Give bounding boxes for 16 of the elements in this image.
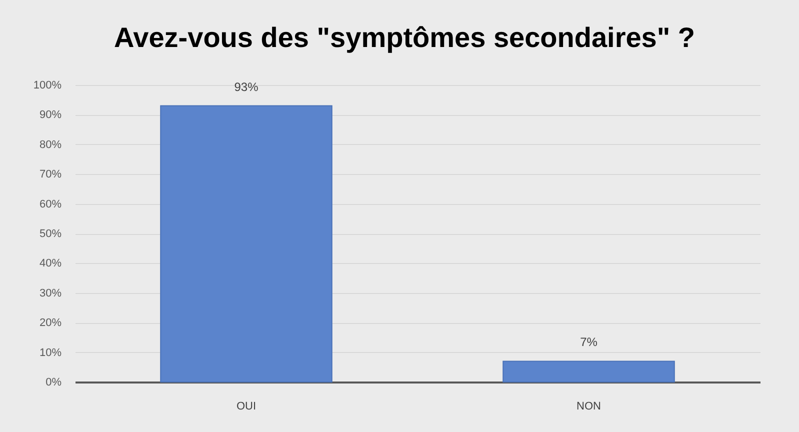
x-tick-label: OUI bbox=[236, 400, 256, 412]
y-tick-label: 30% bbox=[39, 287, 62, 300]
y-tick-label: 90% bbox=[39, 109, 62, 122]
y-tick-label: 100% bbox=[33, 80, 62, 92]
y-tick-label: 0% bbox=[46, 376, 62, 388]
y-tick-label: 80% bbox=[39, 138, 62, 151]
y-tick-label: 10% bbox=[39, 346, 62, 359]
data-label: 93% bbox=[234, 80, 259, 94]
data-label: 7% bbox=[580, 335, 598, 350]
y-tick-label: 20% bbox=[39, 317, 62, 330]
chart-title: Avez-vous des "symptômes secondaires" ? bbox=[114, 22, 696, 53]
x-tick-label: NON bbox=[576, 400, 602, 412]
y-tick-label: 70% bbox=[39, 168, 62, 181]
y-tick-label: 40% bbox=[39, 258, 62, 270]
y-tick-label: 60% bbox=[39, 198, 62, 210]
y-tick-label: 50% bbox=[39, 228, 62, 240]
